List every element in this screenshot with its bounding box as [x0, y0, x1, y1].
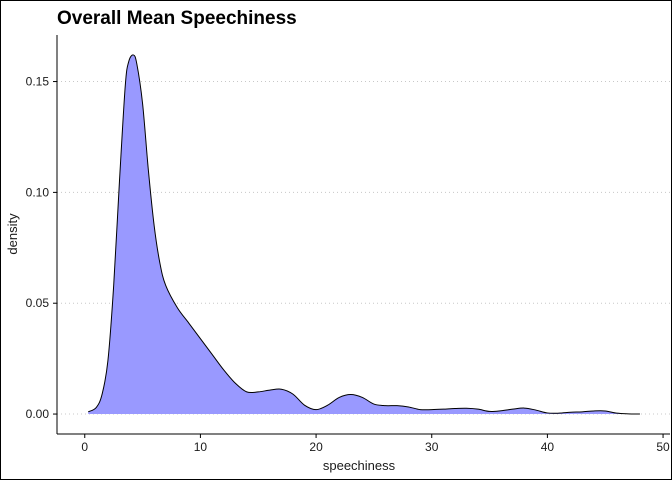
chart-title: Overall Mean Speechiness	[57, 8, 297, 29]
y-axis: 0.00 0.05 0.10 0.15	[26, 35, 58, 434]
x-tick-label: 40	[541, 440, 555, 454]
x-tick-label: 20	[309, 440, 323, 454]
x-axis: 0 10 20 30 40 50	[57, 433, 670, 454]
y-tick-label: 0.10	[26, 185, 50, 199]
y-tick-label: 0.00	[26, 407, 50, 421]
y-axis-title: density	[5, 213, 20, 255]
x-tick-label: 30	[425, 440, 439, 454]
density-line	[87, 54, 640, 415]
y-tick-label: 0.15	[26, 75, 50, 89]
x-tick-label: 50	[656, 440, 670, 454]
density-area	[88, 54, 640, 415]
x-axis-title: speechiness	[323, 458, 396, 473]
y-tick-label: 0.05	[26, 296, 50, 310]
x-tick-label: 10	[194, 440, 208, 454]
x-tick-label: 0	[81, 440, 88, 454]
